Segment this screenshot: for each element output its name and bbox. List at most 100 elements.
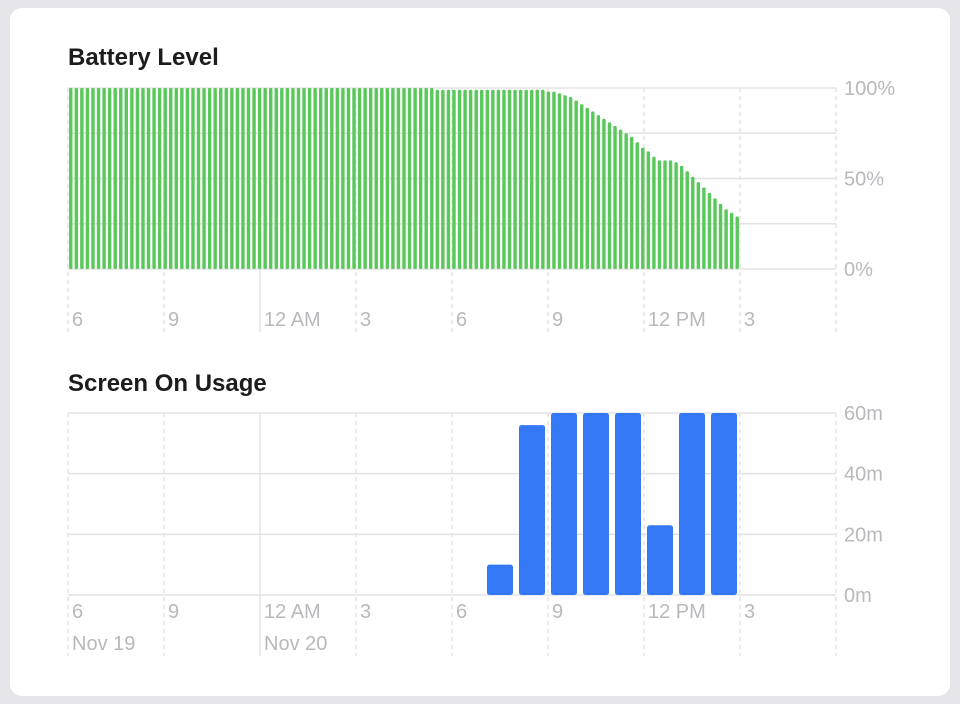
usage-y-tick-label: 40m [844,464,883,486]
usage-date-label: Nov 20 [264,633,327,655]
battery-bar [674,162,678,269]
usage-x-tick-label: 9 [168,601,179,623]
battery-bar [235,88,240,269]
battery-bar [635,142,639,269]
battery-bar [568,97,573,269]
battery-bar [463,89,467,269]
battery-bar [457,89,462,269]
battery-x-tick-label: 6 [456,309,467,331]
usage-bar [519,425,545,595]
battery-bar [407,88,412,269]
battery-bar [102,88,106,269]
battery-bar [169,88,173,269]
battery-bar [657,160,662,269]
battery-bar [574,100,578,269]
battery-bar [685,171,689,269]
battery-bar [180,88,184,269]
battery-bar [552,91,556,270]
battery-bar [207,88,212,269]
battery-bar [546,91,551,270]
battery-bar [85,88,90,269]
battery-bar [380,88,384,269]
battery-bar [285,88,290,269]
battery-bar [530,89,534,269]
battery-bar [274,88,278,269]
battery-bar [80,88,84,269]
battery-bar [452,89,456,269]
battery-bar [257,88,262,269]
battery-bar [96,88,101,269]
battery-bar [413,88,417,269]
usage-x-tick-label: 6 [456,601,467,623]
battery-bar [124,88,129,269]
usage-x-tick-label: 12 PM [648,601,706,623]
battery-bar [141,88,145,269]
usage-bar [487,564,513,595]
battery-bar [91,88,95,269]
battery-bar [441,89,445,269]
battery-x-tick-label: 9 [552,309,563,331]
battery-bar [341,88,345,269]
battery-bar [263,88,267,269]
battery-bar [385,88,390,269]
battery-bar [402,88,406,269]
battery-bar [668,160,673,269]
battery-bar [430,88,434,269]
battery-bar [230,88,234,269]
usage-bar [679,413,705,595]
battery-bar [74,88,79,269]
battery-bar [557,93,562,270]
battery-bar [535,89,540,269]
battery-bar [213,88,217,269]
battery-bar [135,88,140,269]
usage-y-tick-label: 20m [844,524,883,546]
battery-bar [196,88,201,269]
battery-bar [480,89,484,269]
battery-level-title: Battery Level [68,44,219,71]
battery-bar [252,88,256,269]
usage-x-tick-label: 3 [360,601,371,623]
battery-bar [396,88,401,269]
usage-y-tick-label: 0m [844,585,872,607]
battery-bar [346,88,351,269]
battery-bar [185,88,190,269]
battery-bar [502,89,506,269]
usage-bar [647,525,673,595]
usage-y-tick-label: 60m [844,403,883,425]
battery-bar [146,88,151,269]
battery-x-tick-label: 3 [744,309,755,331]
screen-on-usage-title: Screen On Usage [68,370,267,397]
battery-x-tick-label: 6 [72,309,83,331]
battery-bar [307,88,312,269]
battery-bar [224,88,228,269]
battery-bar [174,88,179,269]
usage-x-tick-label: 9 [552,601,563,623]
battery-bar [318,88,323,269]
battery-bar [613,126,617,269]
battery-bar [580,104,584,269]
battery-bar [541,89,545,269]
battery-bar [507,89,512,269]
battery-bar [585,107,589,269]
battery-bar [296,88,301,269]
battery-bar [563,95,567,270]
battery-bar [330,88,334,269]
battery-bar [130,88,134,269]
battery-bar [191,88,195,269]
battery-bar [513,89,517,269]
battery-bar [691,176,695,269]
battery-bar [368,88,373,269]
usage-bar [615,413,641,595]
battery-bar [518,89,523,269]
battery-bar [391,88,395,269]
battery-bar [246,88,251,269]
battery-bar [291,88,295,269]
battery-bar [735,216,739,269]
battery-bar [107,88,112,269]
battery-bar [152,88,156,269]
battery-bar [163,88,167,269]
battery-bar [446,89,451,269]
battery-y-tick-label: 100% [844,78,895,100]
battery-bar [219,88,223,269]
